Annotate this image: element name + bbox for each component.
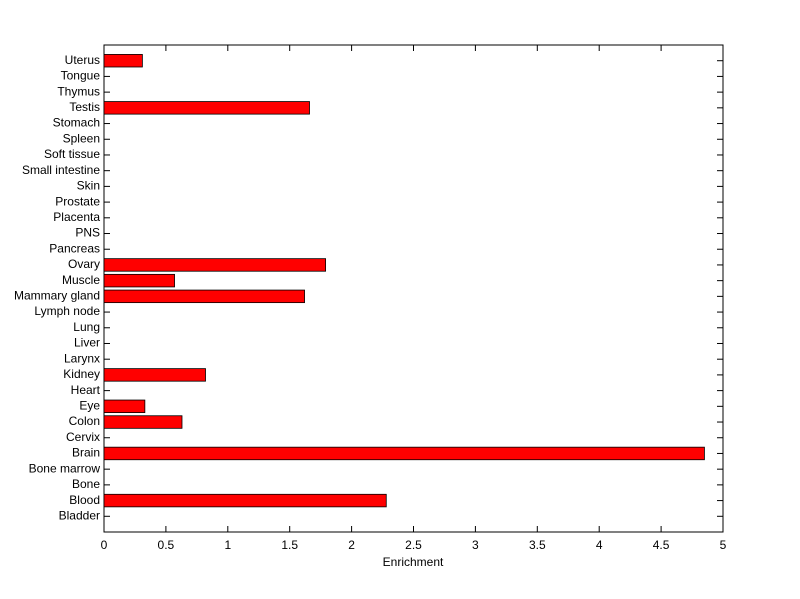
y-tick-label: Muscle xyxy=(62,273,100,287)
bar xyxy=(103,289,305,304)
y-tick-label: Kidney xyxy=(63,367,100,381)
y-tick-label: Tongue xyxy=(61,69,101,83)
y-tick-label: Skin xyxy=(77,179,100,193)
x-tick-label: 0.5 xyxy=(158,538,175,552)
y-tick-label: Small intestine xyxy=(22,163,100,177)
x-tick-label: 3 xyxy=(472,538,479,552)
x-tick-label: 2.5 xyxy=(405,538,422,552)
y-tick-label: Uterus xyxy=(65,53,100,67)
bar xyxy=(103,399,146,414)
x-tick-label: 4 xyxy=(596,538,603,552)
x-tick-label: 1 xyxy=(224,538,231,552)
x-tick-label: 4.5 xyxy=(653,538,670,552)
y-tick-label: Brain xyxy=(72,446,100,460)
bar xyxy=(103,54,143,68)
y-tick-label: Eye xyxy=(79,398,100,412)
x-tick-label: 3.5 xyxy=(529,538,546,552)
y-tick-label: Cervix xyxy=(66,430,100,444)
y-tick-label: Colon xyxy=(69,414,100,428)
y-tick-label: Lung xyxy=(73,320,100,334)
bar xyxy=(103,258,327,272)
y-tick-label: Ovary xyxy=(68,257,100,271)
bar xyxy=(103,446,705,461)
y-tick-label: Bone xyxy=(72,477,100,491)
y-tick-label: Thymus xyxy=(57,84,100,98)
y-tick-label: Liver xyxy=(74,336,100,350)
x-tick-label: 2 xyxy=(348,538,355,552)
y-tick-label: Heart xyxy=(71,383,101,397)
bar xyxy=(103,415,183,429)
y-tick-label: Bladder xyxy=(59,508,100,522)
y-tick-label: Spleen xyxy=(63,131,100,145)
bar xyxy=(103,368,206,382)
x-axis-label: Enrichment xyxy=(383,555,444,569)
x-tick-label: 0 xyxy=(101,538,108,552)
y-tick-label: PNS xyxy=(75,226,100,240)
y-tick-label: Prostate xyxy=(55,194,100,208)
x-tick-label: 5 xyxy=(720,538,727,552)
y-tick-label: Larynx xyxy=(64,351,100,365)
y-tick-label: Mammary gland xyxy=(14,289,100,303)
y-tick-label: Blood xyxy=(69,493,100,507)
x-tick-label: 1.5 xyxy=(281,538,298,552)
y-tick-label: Soft tissue xyxy=(44,147,100,161)
y-tick-label: Bone marrow xyxy=(29,461,101,475)
bar xyxy=(103,493,387,508)
bar xyxy=(103,273,175,288)
y-tick-label: Lymph node xyxy=(34,304,100,318)
y-tick-label: Testis xyxy=(69,100,100,114)
y-tick-label: Pancreas xyxy=(49,241,100,255)
y-tick-label: Placenta xyxy=(53,210,100,224)
bar xyxy=(103,101,310,115)
y-tick-label: Stomach xyxy=(53,116,100,130)
